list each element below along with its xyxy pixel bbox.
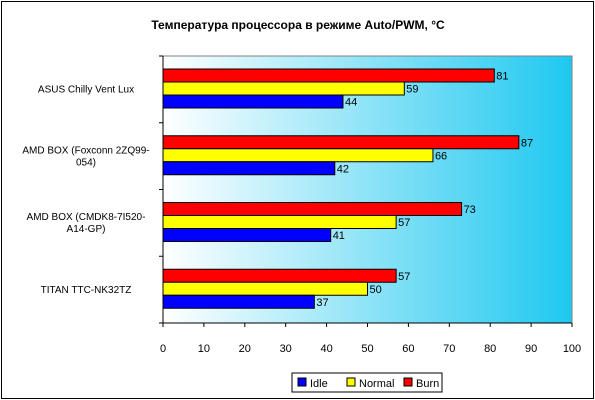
x-tick-label: 70: [443, 343, 455, 355]
bar-burn: [162, 135, 520, 150]
data-label: 81: [496, 71, 508, 83]
bar-idle: [162, 161, 336, 176]
data-label: 66: [435, 150, 447, 162]
data-label: 44: [345, 97, 357, 109]
labels-layer: 81 59 44 ASUS Chilly Vent Lux 87 66 42 AMD BOX …: [22, 71, 581, 356]
bar-normal: [162, 81, 405, 96]
data-label: 87: [521, 137, 533, 149]
bar-idle: [162, 228, 332, 242]
x-tick-label: 0: [160, 343, 166, 355]
bar-burn: [162, 202, 463, 216]
bars-layer: [162, 68, 520, 309]
x-tick-label: 90: [525, 343, 537, 355]
bar-normal: [162, 148, 434, 163]
category-label: A14-GP): [67, 224, 106, 235]
x-tick-label: 50: [361, 343, 373, 355]
x-tick-label: 60: [402, 343, 414, 355]
x-tick-label: 20: [239, 343, 251, 355]
bar-burn: [162, 268, 397, 283]
x-tick-label: 40: [320, 343, 332, 355]
x-tick-label: 10: [198, 343, 210, 355]
data-label: 73: [464, 204, 476, 216]
data-label: 37: [316, 297, 328, 309]
x-tick-label: 80: [484, 343, 496, 355]
bar-idle: [162, 94, 344, 109]
legend-swatch-burn: [403, 377, 413, 387]
category-label: AMD BOX (CMDK8-7I520-: [27, 212, 146, 223]
bar-idle: [162, 294, 315, 309]
category-label: TITAN TTC-NK32TZ: [41, 285, 132, 296]
data-label: 41: [333, 230, 345, 242]
bar-burn: [162, 68, 495, 83]
x-tick-label: 100: [563, 343, 581, 355]
legend-label-burn: Burn: [416, 378, 439, 390]
data-label: 50: [370, 284, 382, 296]
legend-swatch-idle: [297, 377, 307, 387]
legend-label-normal: Normal: [359, 378, 394, 390]
axes: [159, 55, 573, 327]
category-label: AMD BOX (Foxconn 2ZQ99-: [22, 145, 149, 156]
legend-swatch-normal: [346, 377, 356, 387]
chart-title: Температура процессора в режиме Auto/PWM…: [151, 18, 445, 32]
x-tick-label: 30: [280, 343, 292, 355]
legend-label-idle: Idle: [310, 378, 328, 390]
bar-normal: [162, 215, 397, 229]
data-label: 57: [398, 217, 410, 229]
legend: Idle Normal Burn: [291, 372, 443, 393]
data-label: 59: [406, 84, 418, 96]
bar-normal: [162, 281, 368, 296]
category-label: 054): [76, 157, 96, 168]
data-label: 42: [337, 163, 349, 175]
data-label: 57: [398, 271, 410, 283]
category-label: ASUS Chilly Vent Lux: [38, 85, 134, 96]
